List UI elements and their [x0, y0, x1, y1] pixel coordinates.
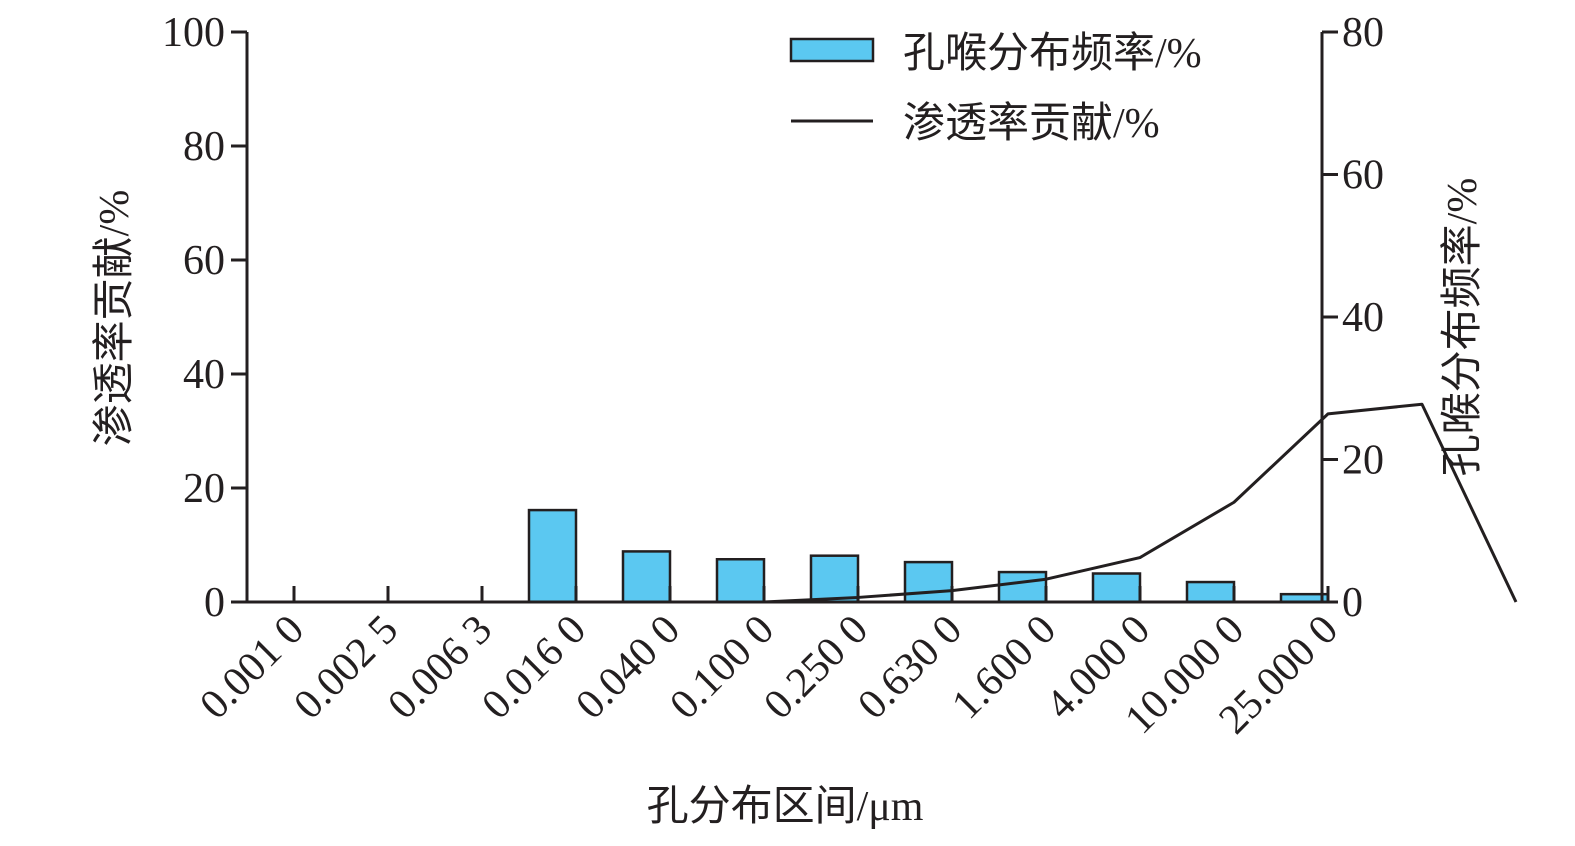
right-tick-label: 40	[1342, 295, 1384, 341]
x-tick-label: 0.006 3	[379, 607, 501, 729]
x-tick-label: 0.250 0	[755, 607, 877, 729]
legend-label-pore-throat-frequency: 孔喉分布频率/%	[903, 30, 1202, 77]
x-axis-title: 孔分布区间/μm	[647, 784, 924, 830]
bar-0	[527, 508, 578, 604]
left-tick-label: 20	[183, 466, 225, 512]
left-axis-title: 渗透率贡献/%	[91, 190, 138, 447]
left-tick-label: 40	[183, 352, 225, 398]
right-tick-label: 0	[1342, 580, 1363, 626]
bar-1	[621, 550, 672, 604]
left-tick-label: 0	[204, 580, 225, 626]
bar-4	[903, 560, 954, 604]
x-axis-ticks: 0.001 00.002 50.006 30.016 00.040 00.100…	[191, 586, 1347, 743]
bar-5	[997, 570, 1048, 604]
right-axis-title: 孔喉分布频率/%	[1439, 178, 1486, 477]
axes	[245, 32, 1324, 604]
bar-3	[809, 554, 860, 604]
x-tick-label: 0.040 0	[567, 607, 689, 729]
right-tick-label: 20	[1342, 438, 1384, 484]
bar-series	[527, 508, 1330, 604]
left-tick-label: 80	[183, 124, 225, 170]
legend-bar-swatch	[789, 37, 875, 63]
legend-label-permeability-contribution: 渗透率贡献/%	[903, 100, 1160, 147]
left-axis-ticks: 0 20 40 60 80 100	[162, 10, 247, 626]
left-tick-label: 60	[183, 238, 225, 284]
left-tick-label: 100	[162, 10, 225, 56]
bar-2	[715, 558, 766, 604]
legend: 孔喉分布频率/% 渗透率贡献/%	[789, 30, 1202, 147]
x-tick-label: 0.016 0	[473, 607, 595, 729]
x-tick-label: 0.002 5	[285, 607, 407, 729]
x-tick-label: 1.600 0	[943, 607, 1065, 729]
right-tick-label: 80	[1342, 10, 1384, 56]
right-axis-ticks: 0 20 40 60 80	[1322, 10, 1384, 626]
right-tick-label: 60	[1342, 153, 1384, 199]
bar-7	[1185, 580, 1236, 604]
permeability-contribution-line	[670, 402, 1518, 604]
x-tick-label: 0.630 0	[849, 607, 971, 729]
bar-6	[1091, 572, 1142, 604]
x-tick-label: 0.100 0	[661, 607, 783, 729]
